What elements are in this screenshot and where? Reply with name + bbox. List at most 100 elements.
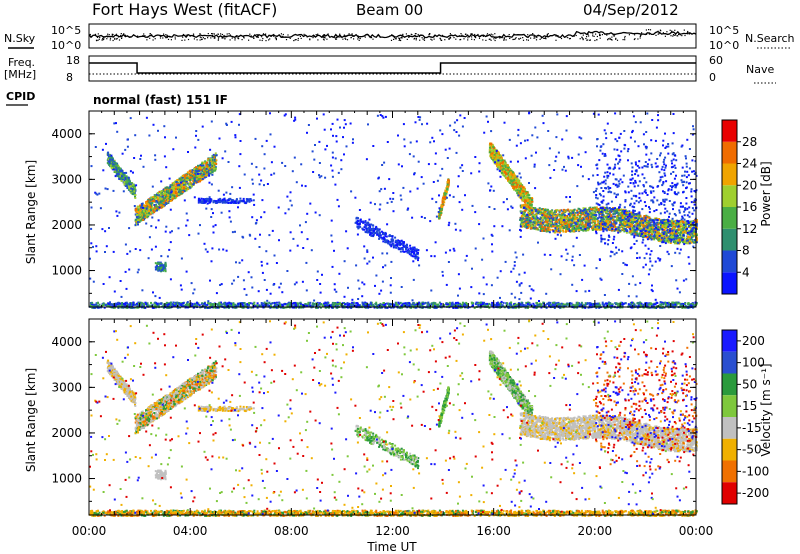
n-search-point xyxy=(681,35,683,37)
power-cell xyxy=(183,190,185,193)
power-cell xyxy=(446,185,449,188)
power-cell xyxy=(403,250,406,253)
power-cell xyxy=(396,244,399,247)
power-cell xyxy=(211,155,214,158)
n-search-point xyxy=(639,35,641,37)
power-cell xyxy=(134,196,137,199)
power-cell xyxy=(151,211,153,214)
n-search-point xyxy=(217,33,219,35)
power-cell xyxy=(136,219,138,222)
power-cell xyxy=(370,223,373,226)
power-cell xyxy=(607,218,610,221)
power-cell xyxy=(159,204,162,207)
power-cell xyxy=(212,200,215,203)
power-cell xyxy=(136,205,139,208)
n-search-point xyxy=(672,34,675,36)
power-cell xyxy=(364,225,367,228)
power-cell xyxy=(416,256,419,259)
n-search-point xyxy=(599,33,601,35)
n-search-point xyxy=(606,34,608,36)
n-search-point xyxy=(420,34,422,36)
n-search-point xyxy=(462,35,464,38)
power-cell xyxy=(196,174,199,177)
n-search-point xyxy=(359,38,361,40)
power-cell xyxy=(413,246,416,249)
power-cell xyxy=(166,200,169,203)
n-search-point xyxy=(306,36,308,38)
n-search-point xyxy=(546,33,548,35)
power-cell xyxy=(500,162,503,165)
n-search-point xyxy=(444,39,446,41)
power-cell xyxy=(204,167,207,170)
power-cell xyxy=(205,200,208,203)
n-search-point xyxy=(580,33,582,35)
power-cell xyxy=(396,241,399,244)
power-heatmap xyxy=(89,111,698,309)
power-cell xyxy=(372,228,375,231)
power-cell xyxy=(139,207,142,210)
power-cell xyxy=(155,203,157,206)
n-search-point xyxy=(414,37,416,39)
n-search-point xyxy=(389,35,391,37)
power-cell xyxy=(199,172,202,175)
power-cell xyxy=(502,167,505,170)
power-cell xyxy=(170,186,173,189)
power-cell xyxy=(149,206,152,209)
power-cell xyxy=(154,268,157,271)
n-search-point xyxy=(137,35,139,37)
power-cell xyxy=(370,229,373,232)
power-cell xyxy=(405,248,407,251)
power-cell xyxy=(201,170,204,173)
power-cell xyxy=(356,221,359,224)
n-search-point xyxy=(103,37,105,39)
n-search-point xyxy=(648,29,650,31)
n-search-point xyxy=(641,32,643,34)
power-cell xyxy=(563,222,566,225)
power-cell xyxy=(377,234,380,236)
n-search-point xyxy=(323,39,325,41)
power-cell xyxy=(153,199,156,202)
power-cell xyxy=(509,171,512,174)
power-cell xyxy=(365,227,368,230)
n-search-point xyxy=(293,40,295,42)
n-search-point xyxy=(326,38,328,40)
n-search-point xyxy=(492,36,494,38)
n-search-point xyxy=(323,36,325,38)
power-cell xyxy=(152,209,155,212)
n-search-point xyxy=(582,39,584,41)
power-cell xyxy=(143,218,146,221)
power-cell xyxy=(447,179,450,182)
power-cell xyxy=(516,178,519,181)
power-cell xyxy=(206,198,209,200)
power-cell xyxy=(130,189,133,192)
power-cell xyxy=(444,196,446,198)
n-search-point xyxy=(114,37,116,39)
power-cell xyxy=(181,180,184,183)
power-cell xyxy=(192,180,195,182)
power-cell xyxy=(171,190,173,193)
power-cell xyxy=(156,205,159,208)
n-search-point xyxy=(303,33,305,35)
n-search-point xyxy=(500,36,502,38)
power-cell xyxy=(148,209,151,212)
n-search-point xyxy=(503,37,505,39)
n-search-point xyxy=(394,38,396,40)
n-search-point xyxy=(400,37,402,39)
n-search-point xyxy=(513,33,515,35)
power-cell xyxy=(146,213,149,216)
power-cell xyxy=(181,187,184,190)
power-cell xyxy=(209,198,212,201)
n-search-point xyxy=(676,35,678,37)
power-cell xyxy=(160,262,163,265)
n-search-point xyxy=(486,34,488,36)
freq-tick-top: 18 xyxy=(66,54,80,67)
power-cell xyxy=(438,217,441,219)
n-search-point xyxy=(527,39,529,41)
n-search-point xyxy=(121,36,123,38)
n-search-point xyxy=(108,34,110,36)
power-cell xyxy=(139,214,142,217)
power-cell xyxy=(175,192,177,195)
power-cell xyxy=(157,262,160,264)
power-cell xyxy=(201,178,204,180)
